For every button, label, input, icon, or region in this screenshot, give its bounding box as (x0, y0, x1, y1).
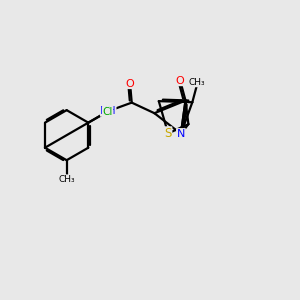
Text: CH₃: CH₃ (58, 175, 75, 184)
Text: CH₃: CH₃ (189, 78, 206, 87)
Text: O: O (176, 76, 184, 85)
Text: N: N (177, 129, 185, 139)
Text: NH: NH (100, 106, 116, 116)
Text: O: O (126, 79, 134, 88)
Text: Cl: Cl (102, 106, 112, 117)
Text: N: N (177, 129, 185, 139)
Text: S: S (164, 127, 172, 140)
